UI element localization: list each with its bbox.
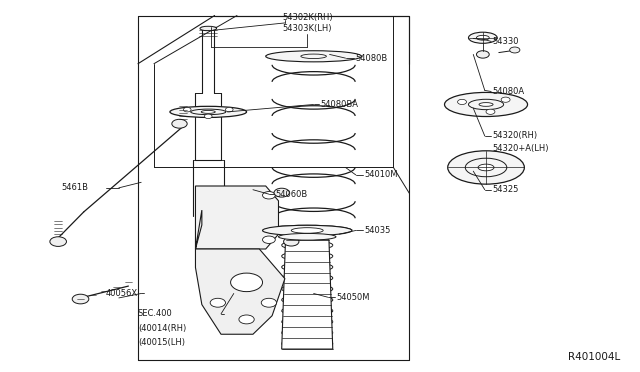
Circle shape [501, 97, 510, 102]
Ellipse shape [465, 158, 507, 177]
Ellipse shape [191, 109, 226, 115]
Ellipse shape [301, 54, 326, 58]
Text: (40015(LH): (40015(LH) [138, 338, 185, 347]
Ellipse shape [468, 32, 497, 43]
Text: 54060B: 54060B [275, 190, 308, 199]
Circle shape [72, 294, 89, 304]
Circle shape [458, 99, 467, 105]
Circle shape [184, 108, 191, 112]
Ellipse shape [479, 103, 493, 106]
Circle shape [230, 273, 262, 292]
Circle shape [172, 119, 187, 128]
Ellipse shape [200, 26, 216, 31]
Text: 54080A: 54080A [492, 87, 525, 96]
Text: 54303K(LH): 54303K(LH) [282, 24, 332, 33]
Ellipse shape [445, 92, 527, 116]
Circle shape [509, 47, 520, 53]
Text: 54320(RH): 54320(RH) [492, 131, 538, 141]
Ellipse shape [262, 225, 352, 235]
Text: 54010M: 54010M [365, 170, 398, 179]
Circle shape [476, 51, 489, 58]
Circle shape [274, 188, 289, 197]
Text: 54050M: 54050M [336, 293, 369, 302]
Circle shape [50, 237, 67, 246]
Text: 54080BA: 54080BA [320, 100, 358, 109]
Polygon shape [282, 240, 333, 349]
Text: (40014(RH): (40014(RH) [138, 324, 186, 333]
Ellipse shape [448, 151, 524, 184]
Ellipse shape [476, 35, 489, 40]
Text: R401004L: R401004L [568, 352, 620, 362]
Ellipse shape [201, 110, 215, 113]
Circle shape [261, 298, 276, 307]
Text: 54330: 54330 [492, 37, 519, 46]
Polygon shape [195, 249, 285, 334]
Text: 54325: 54325 [492, 185, 519, 194]
Ellipse shape [468, 99, 504, 110]
Text: 54320+A(LH): 54320+A(LH) [492, 144, 549, 153]
Ellipse shape [266, 51, 362, 62]
Text: 40056X: 40056X [106, 289, 138, 298]
Circle shape [262, 236, 275, 243]
Text: 54302K(RH): 54302K(RH) [282, 13, 333, 22]
Text: 54080B: 54080B [355, 54, 387, 62]
Circle shape [239, 315, 254, 324]
Circle shape [486, 109, 495, 114]
Ellipse shape [478, 164, 494, 171]
Circle shape [210, 298, 225, 307]
Ellipse shape [170, 106, 246, 118]
Circle shape [225, 108, 233, 112]
Circle shape [262, 192, 275, 199]
Text: SEC.400: SEC.400 [138, 310, 173, 318]
Circle shape [204, 114, 212, 119]
Text: 5461B: 5461B [61, 183, 88, 192]
Ellipse shape [291, 228, 323, 233]
Circle shape [284, 237, 299, 246]
Polygon shape [195, 186, 278, 249]
Ellipse shape [278, 234, 336, 240]
Text: 54035: 54035 [365, 226, 391, 235]
